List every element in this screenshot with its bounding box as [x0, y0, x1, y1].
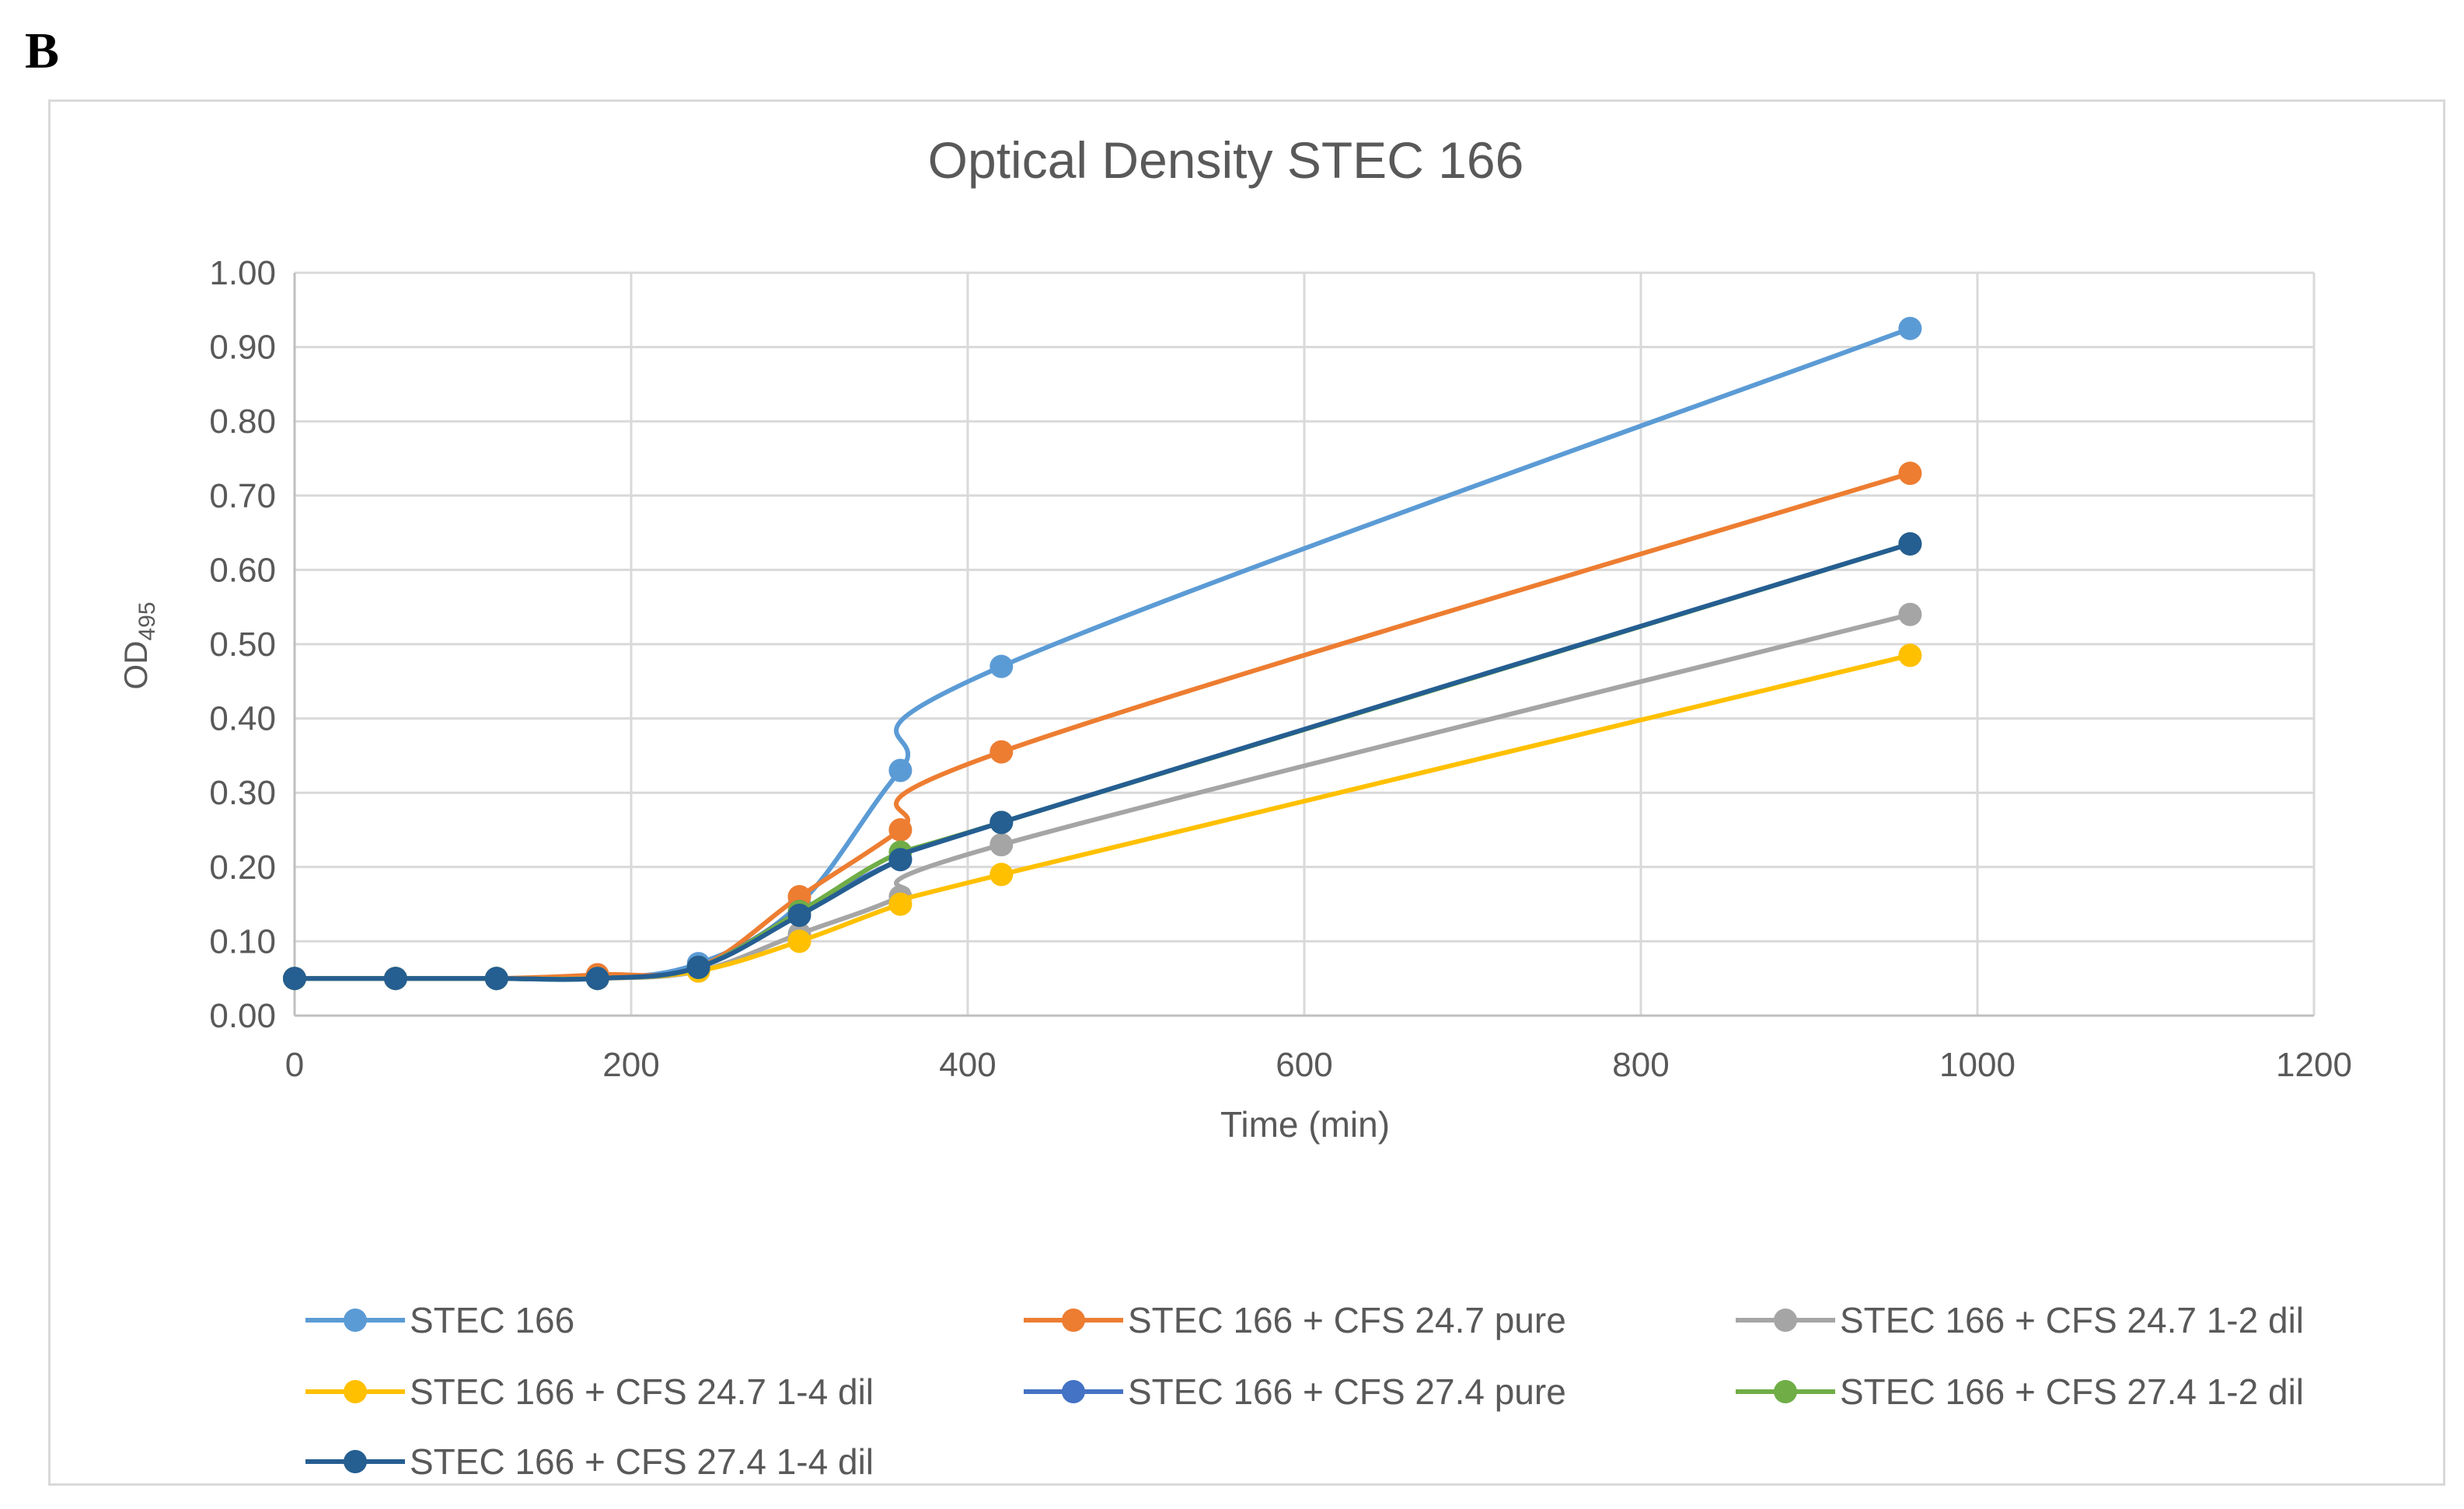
- y-tick-label: 0.80: [209, 403, 276, 441]
- x-tick-label: 200: [602, 1046, 659, 1084]
- data-point: [1898, 643, 1922, 667]
- x-tick-label: 800: [1612, 1046, 1669, 1084]
- data-point: [686, 955, 710, 979]
- legend-swatch-marker: [1062, 1380, 1085, 1403]
- series-line: [292, 612, 1913, 981]
- chart-legend: STEC 166 STEC 166 + CFS 24.7 pure STEC 166…: [305, 1289, 2404, 1507]
- data-point: [585, 967, 609, 991]
- series-line: [292, 471, 1913, 981]
- x-tick-label: 1200: [2276, 1046, 2352, 1084]
- series-line: [292, 541, 1913, 982]
- data-point: [888, 892, 913, 916]
- legend-swatch: [305, 1309, 405, 1332]
- legend-item: STEC 166 + CFS 27.4 1-2 dil: [1736, 1361, 2304, 1423]
- legend-item: STEC 166 + CFS 27.4 1-4 dil: [305, 1431, 874, 1493]
- data-point: [1898, 602, 1922, 626]
- series-3: [283, 602, 1922, 991]
- legend-item: STEC 166 + CFS 24.7 pure: [1024, 1289, 1566, 1351]
- line-chart: 0.00 0.10 0.20 0.30 0.40 0.50 0.60 0.70 0.80 0.90…: [117, 131, 2352, 1145]
- series-layer: [283, 316, 1922, 991]
- gridlines: [295, 271, 2316, 1016]
- data-point: [989, 863, 1014, 887]
- chart-title: Optical Density STEC 166: [928, 131, 1524, 189]
- legend-item: STEC 166 + CFS 24.7 1-4 dil: [305, 1361, 874, 1423]
- legend-label: STEC 166 + CFS 24.7 pure: [1128, 1300, 1566, 1340]
- series-1: [283, 316, 1922, 991]
- series-6: [283, 531, 1922, 991]
- legend-swatch-marker: [1774, 1309, 1797, 1332]
- y-tick-label: 0.90: [209, 329, 276, 367]
- data-point: [989, 810, 1014, 835]
- legend-label: STEC 166 + CFS 27.4 pure: [1128, 1371, 1566, 1412]
- data-point: [283, 967, 306, 991]
- legend-swatch-marker: [1774, 1380, 1797, 1403]
- legend-swatch: [1024, 1309, 1123, 1332]
- data-point: [1898, 531, 1922, 556]
- y-axis-title: OD495: [117, 601, 160, 689]
- legend-swatch: [1024, 1380, 1123, 1403]
- x-tick-label: 600: [1276, 1046, 1332, 1084]
- x-axis-title: Time (min): [1220, 1104, 1390, 1145]
- chart-frame: 0.00 0.10 0.20 0.30 0.40 0.50 0.60 0.70 0.80 0.90…: [48, 99, 2445, 1486]
- legend-label: STEC 166 + CFS 24.7 1-2 dil: [1840, 1300, 2305, 1340]
- data-point: [888, 848, 913, 872]
- y-axis-title-subscript: 495: [134, 601, 160, 640]
- legend-swatch: [1736, 1380, 1835, 1403]
- legend-swatch-marker: [344, 1380, 367, 1403]
- series-line: [292, 541, 1913, 982]
- y-tick-label: 0.50: [209, 626, 276, 664]
- y-tick-label: 1.00: [209, 254, 276, 292]
- series-line: [292, 326, 1913, 982]
- y-tick-label: 0.30: [209, 774, 276, 812]
- data-point: [1898, 462, 1922, 486]
- legend-item: STEC 166 + CFS 27.4 pure: [1024, 1361, 1566, 1423]
- data-point: [888, 818, 913, 842]
- data-point: [888, 758, 913, 782]
- series-2: [283, 462, 1922, 991]
- data-point: [484, 967, 508, 991]
- legend-swatch: [305, 1450, 405, 1473]
- data-point: [1898, 316, 1922, 340]
- y-tick-label: 0.60: [209, 551, 276, 589]
- data-point: [787, 929, 811, 953]
- data-point: [989, 654, 1014, 678]
- x-tick-label: 1000: [1939, 1046, 2016, 1084]
- legend-item: STEC 166: [305, 1289, 574, 1351]
- series-line: [292, 541, 1913, 982]
- legend-swatch: [305, 1380, 405, 1403]
- legend-label: STEC 166: [410, 1300, 575, 1340]
- legend-label: STEC 166 + CFS 27.4 1-2 dil: [1840, 1371, 2305, 1412]
- legend-swatch-marker: [344, 1309, 367, 1332]
- data-point: [989, 740, 1014, 764]
- data-point: [787, 903, 811, 927]
- legend-label: STEC 166 + CFS 27.4 1-4 dil: [410, 1441, 874, 1482]
- series-7: [283, 531, 1922, 991]
- data-point: [989, 833, 1014, 857]
- x-tick-label: 400: [939, 1046, 996, 1084]
- y-tick-label: 0.40: [209, 700, 276, 738]
- legend-label: STEC 166 + CFS 24.7 1-4 dil: [410, 1371, 874, 1412]
- legend-swatch-marker: [1062, 1309, 1085, 1332]
- y-tick-label: 0.00: [209, 997, 276, 1035]
- axes: 0.00 0.10 0.20 0.30 0.40 0.50 0.60 0.70 0.80 0.90…: [209, 254, 2352, 1084]
- series-5: [283, 531, 1922, 991]
- legend-swatch: [1736, 1309, 1835, 1332]
- y-tick-label: 0.70: [209, 477, 276, 515]
- legend-swatch-marker: [344, 1450, 367, 1473]
- x-tick-label: 0: [285, 1046, 304, 1084]
- y-tick-label: 0.10: [209, 922, 276, 960]
- y-tick-label: 0.20: [209, 849, 276, 887]
- data-point: [383, 967, 407, 991]
- panel-label: B: [25, 23, 60, 79]
- legend-item: STEC 166 + CFS 24.7 1-2 dil: [1736, 1289, 2304, 1351]
- y-axis-title-main: OD: [117, 641, 154, 690]
